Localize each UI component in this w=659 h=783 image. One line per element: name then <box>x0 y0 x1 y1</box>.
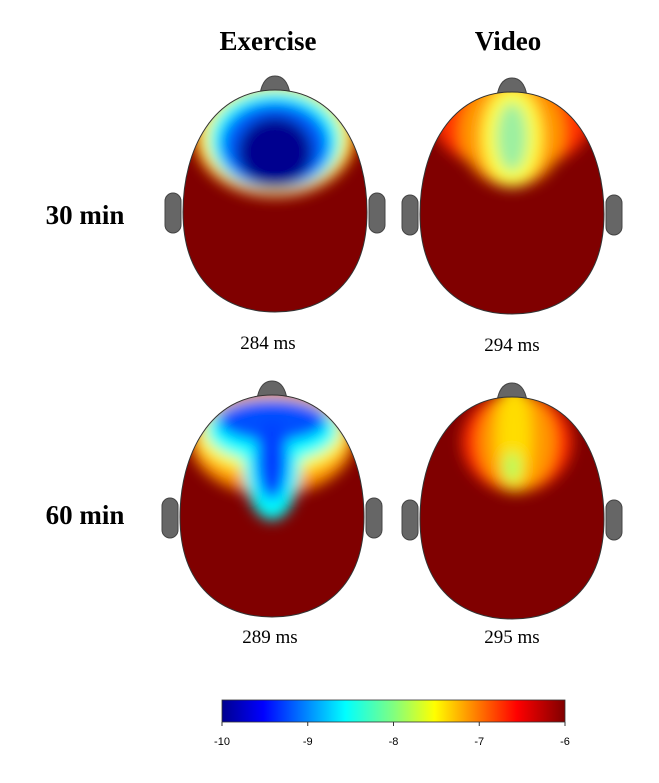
activity-region <box>504 452 520 482</box>
colorbar-tick-label: -6 <box>560 736 570 748</box>
outline <box>182 89 368 313</box>
ear <box>401 499 419 541</box>
colorbar-tick-label: -7 <box>474 736 484 748</box>
outline <box>179 394 365 618</box>
colorbar-tick-label: -9 <box>303 736 313 748</box>
activity-region <box>237 116 313 188</box>
activity-region <box>496 102 528 172</box>
ear <box>368 192 386 234</box>
nose <box>256 380 288 400</box>
latency-label: 289 ms <box>242 627 297 648</box>
row-label: 30 min <box>46 200 125 230</box>
activity <box>462 397 572 492</box>
colorbar <box>221 699 566 723</box>
nose <box>259 75 291 95</box>
outline <box>419 91 605 315</box>
ear <box>365 497 383 539</box>
colorbar-tick-label: -10 <box>214 736 230 748</box>
ear <box>164 192 182 234</box>
topomap <box>401 77 623 315</box>
ear <box>401 194 419 236</box>
column-header: Video <box>475 26 542 56</box>
row-label: 60 min <box>46 500 125 530</box>
activity-region <box>256 420 288 500</box>
nose <box>496 77 528 97</box>
ear <box>605 194 623 236</box>
topomaps <box>161 75 623 620</box>
topomap <box>401 382 623 620</box>
activity <box>190 395 354 520</box>
latency-label: 295 ms <box>484 627 539 648</box>
activity <box>193 90 357 197</box>
colorbar-tick-label: -8 <box>389 736 399 748</box>
topomap <box>161 380 383 618</box>
ear <box>605 499 623 541</box>
column-header: Exercise <box>220 26 317 56</box>
ear <box>161 497 179 539</box>
topomap <box>164 75 386 313</box>
latency-label: 294 ms <box>484 335 539 356</box>
outline <box>419 396 605 620</box>
nose <box>496 382 528 402</box>
latency-label: 284 ms <box>240 333 295 354</box>
